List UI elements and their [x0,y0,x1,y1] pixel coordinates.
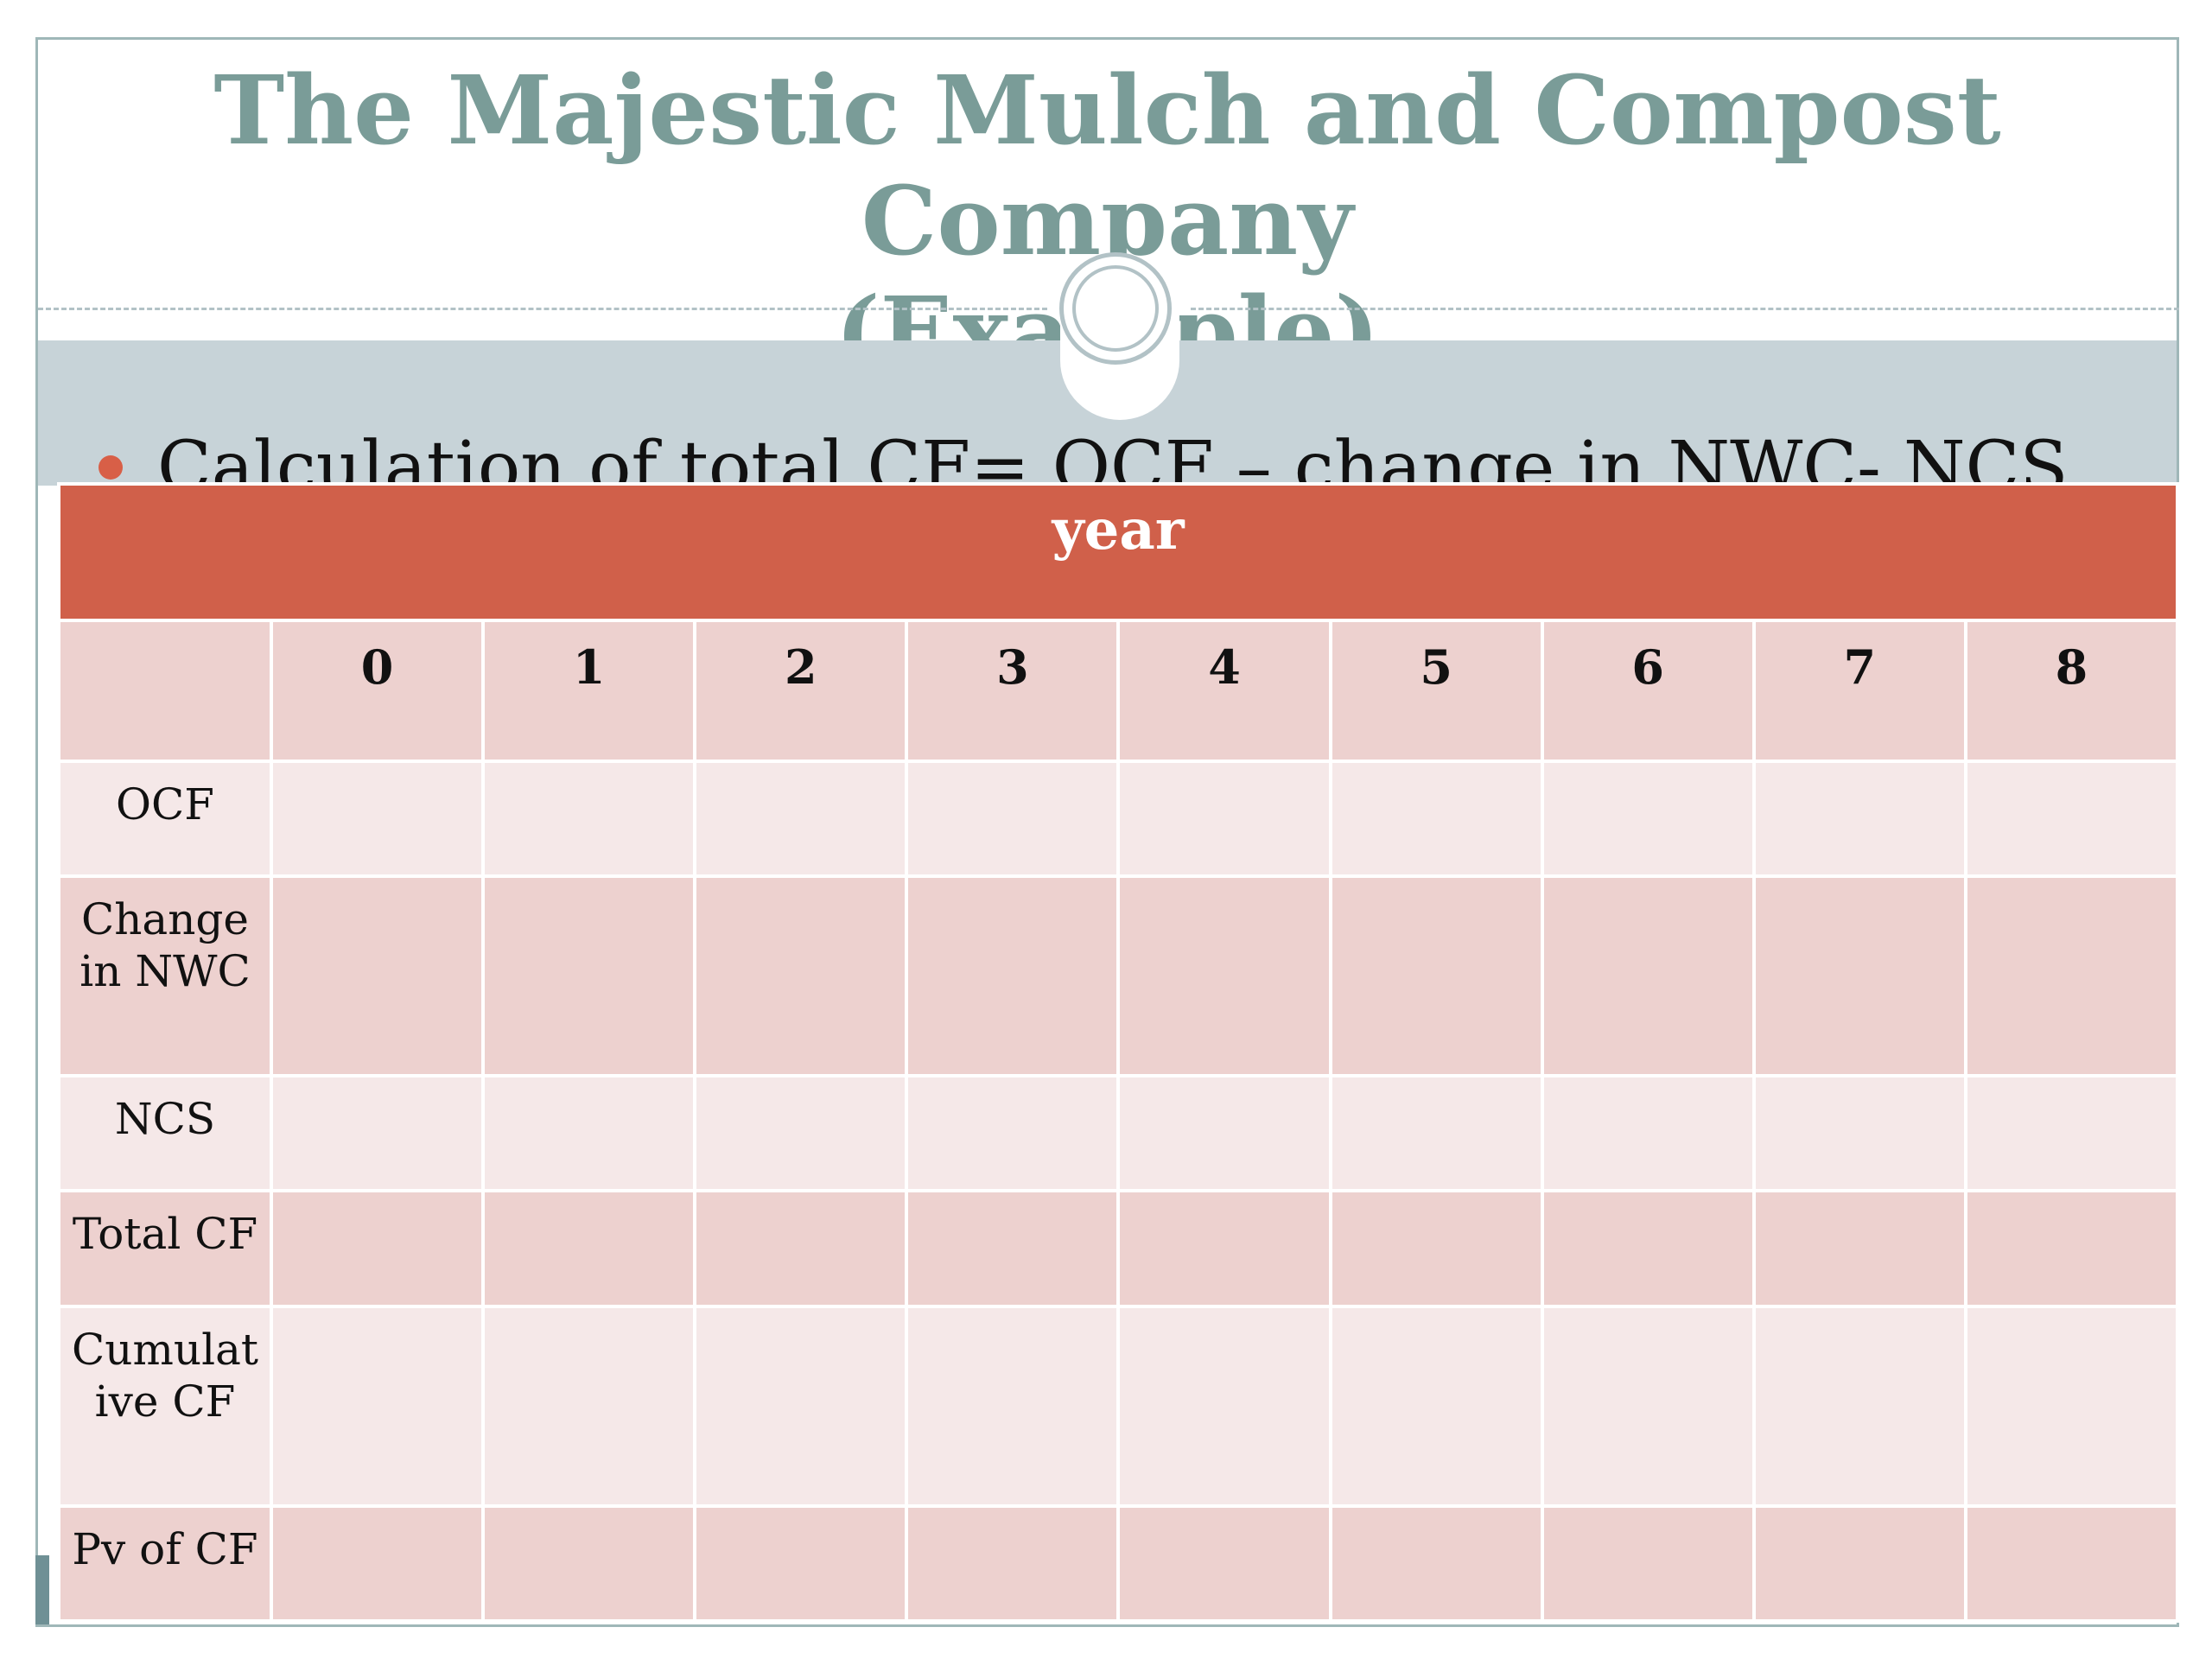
table-cell [481,759,697,879]
table-cell [1751,874,1967,1078]
table-row: NCS [57,1074,2180,1193]
year-row: 0 1 2 3 4 5 6 7 8 [57,619,2180,763]
table-cell [1540,1304,1756,1508]
table-cell [693,759,909,879]
table-cell [1963,1074,2180,1193]
table-cell [905,1074,1121,1193]
table-cell [905,1189,1121,1308]
row-label: Cumulat ive CF [57,1304,273,1508]
table-cell [1751,759,1967,879]
divider-circle-inner [1072,265,1159,352]
table-cell [481,874,697,1078]
table-cell [269,1189,486,1308]
slide-title: The Majestic Mulch and Compost Company (… [38,55,2177,387]
year-cell: 6 [1540,619,1756,763]
table-cell [1116,1074,1332,1193]
table-cell [1116,874,1332,1078]
table-row: Change in NWC [57,874,2180,1078]
table-cell [693,874,909,1078]
table-cell [905,759,1121,879]
table-row: OCF [57,759,2180,879]
table-cell [693,1189,909,1308]
row-label: Change in NWC [57,874,273,1078]
table-cell [693,1304,909,1508]
year-cell: 7 [1751,619,1967,763]
table-cell [693,1503,909,1624]
table-cell [1328,759,1544,879]
title-divider-left [38,308,1047,310]
table-cell [905,1503,1121,1624]
year-cell: 3 [905,619,1121,763]
title-divider-right [1191,308,2179,310]
table-row: Cumulat ive CF [57,1304,2180,1508]
table-cell [905,874,1121,1078]
row-label: Pv of CF [57,1503,273,1624]
bullet-dot-icon [99,455,123,480]
table-row: Pv of CF [57,1503,2180,1624]
slide-frame: The Majestic Mulch and Compost Company (… [35,37,2180,1627]
table-row: Total CF [57,1189,2180,1308]
year-cell: 0 [269,619,486,763]
table-cell [1963,759,2180,879]
row-label: Total CF [57,1189,273,1308]
table-cell [905,1304,1121,1508]
table-cell [269,1304,486,1508]
table-cell [1963,1503,2180,1624]
table-cell [269,1503,486,1624]
slide-corner-accent [35,1555,49,1624]
table-cell [1116,759,1332,879]
table-cell [269,1074,486,1193]
row-label: NCS [57,1074,273,1193]
title-line-1: The Majestic Mulch and Compost Company [213,54,2001,276]
table-cell [1751,1503,1967,1624]
year-cell: 4 [1116,619,1332,763]
table-cell [1116,1304,1332,1508]
table-cell [481,1189,697,1308]
table-cell [1328,1503,1544,1624]
table-cell [1116,1503,1332,1624]
year-header: year [57,482,2179,622]
table-cell [1963,1304,2180,1508]
table-cell [1328,1074,1544,1193]
table-cell [1540,1503,1756,1624]
table-title-row: year [57,482,2179,622]
table-cell [1963,874,2180,1078]
table-cell [1540,759,1756,879]
table-cell [481,1503,697,1624]
year-cell: 8 [1963,619,2180,763]
row-label: OCF [57,759,273,879]
cash-flow-table: year 0 1 2 3 4 5 6 7 8 [57,482,2180,1624]
table-cell [1328,1189,1544,1308]
table-cell [269,874,486,1078]
table-cell [1116,1189,1332,1308]
table-cell [1751,1304,1967,1508]
corner-cell [57,619,273,763]
table-cell [481,1074,697,1193]
table-cell [1540,874,1756,1078]
table-cell [481,1304,697,1508]
table-cell [1328,1304,1544,1508]
cash-flow-table-wrap: year 0 1 2 3 4 5 6 7 8 [57,482,2180,1624]
table-cell [1751,1189,1967,1308]
table-cell [1963,1189,2180,1308]
year-cell: 2 [693,619,909,763]
table-cell [1328,874,1544,1078]
year-cell: 1 [481,619,697,763]
table-cell [1540,1189,1756,1308]
table-cell [1540,1074,1756,1193]
table-cell [693,1074,909,1193]
table-cell [1751,1074,1967,1193]
divider-circle-icon [1059,252,1172,365]
table-cell [269,759,486,879]
year-cell: 5 [1328,619,1544,763]
